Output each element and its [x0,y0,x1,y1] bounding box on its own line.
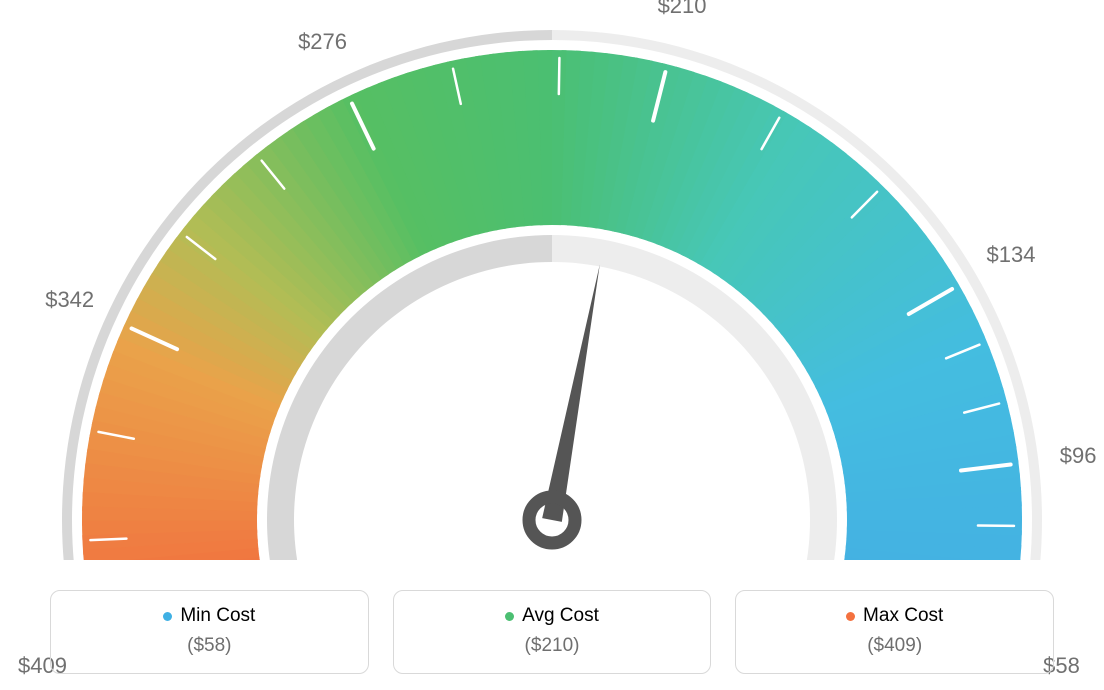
tick-label: $210 [658,0,707,19]
legend-label-max: Max Cost [863,605,943,627]
tick-label: $342 [45,287,94,313]
legend-card-min: Min Cost ($58) [50,590,369,674]
legend-label-min: Min Cost [180,605,255,627]
gauge-svg [0,0,1104,560]
legend-row: Min Cost ($58) Avg Cost ($210) Max Cost … [50,590,1054,674]
tick-label: $276 [298,29,347,55]
dot-min-icon [163,612,172,621]
legend-card-avg: Avg Cost ($210) [393,590,712,674]
dot-max-icon [846,612,855,621]
dot-avg-icon [505,612,514,621]
legend-label-avg: Avg Cost [522,605,599,627]
legend-card-max: Max Cost ($409) [735,590,1054,674]
legend-value-avg: ($210) [410,635,695,657]
legend-value-min: ($58) [67,635,352,657]
legend-title-max: Max Cost [846,605,943,627]
tick-label: $96 [1060,443,1097,469]
legend-title-avg: Avg Cost [505,605,599,627]
tick-label: $134 [986,242,1035,268]
legend-title-min: Min Cost [163,605,255,627]
legend-value-max: ($409) [752,635,1037,657]
gauge-chart: $58$96$134$210$276$342$409 [0,0,1104,560]
